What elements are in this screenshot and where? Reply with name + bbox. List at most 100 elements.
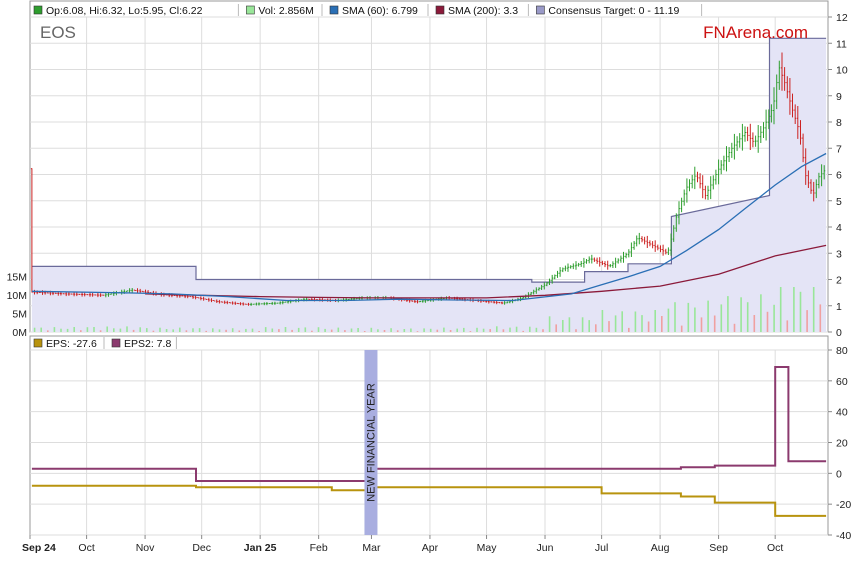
volume-bar — [99, 330, 102, 332]
legend-top-swatch — [329, 5, 339, 15]
volume-bar — [647, 321, 650, 332]
volume-bar — [654, 310, 656, 332]
legend-top-label: Consensus Target: 0 - 11.19 — [548, 5, 679, 17]
volume-bar — [548, 316, 551, 332]
volume-bar — [713, 315, 716, 332]
volume-bar — [212, 328, 214, 332]
volume-bar — [80, 330, 82, 332]
volume-bar — [529, 326, 531, 332]
eps-tick-label: -40 — [836, 530, 851, 542]
volume-bar — [416, 331, 419, 332]
volume-bar — [740, 297, 742, 332]
x-tick-label: Feb — [310, 542, 328, 554]
x-tick-label: Jul — [595, 542, 608, 554]
sma60-line — [31, 152, 827, 302]
volume-tick-label: 10M — [7, 290, 27, 302]
volume-bar — [449, 330, 452, 332]
volume-bar — [443, 327, 445, 332]
volume-bar — [205, 330, 207, 332]
volume-bar — [429, 328, 432, 332]
price-tick-label: 3 — [836, 248, 842, 260]
volume-bar — [581, 317, 584, 332]
volume-bar — [760, 294, 762, 332]
volume-bar — [337, 327, 340, 332]
volume-bar — [522, 330, 524, 332]
volume-bar — [588, 320, 590, 332]
volume-bar — [601, 310, 604, 332]
financial-year-marker — [364, 350, 378, 535]
volume-bar — [608, 321, 610, 332]
volume-bar — [370, 327, 373, 332]
price-tick-label: 9 — [836, 91, 842, 103]
x-tick-label: Jan 25 — [244, 542, 277, 554]
volume-bar — [535, 327, 538, 332]
sma200-line — [145, 244, 827, 299]
volume-bar — [106, 326, 108, 332]
volume-bar — [773, 304, 775, 332]
volume-bar — [179, 327, 181, 332]
volume-bar — [614, 315, 617, 332]
volume-bar — [806, 310, 808, 332]
volume-bar — [621, 311, 623, 332]
volume-bar — [53, 327, 56, 332]
eps-panel-frame — [29, 335, 829, 536]
volume-bar — [357, 328, 359, 332]
volume-bar — [231, 328, 234, 332]
eps-line — [31, 484, 827, 517]
volume-bar — [132, 329, 135, 332]
legend-top-label: Op:6.08, Hi:6.32, Lo:5.95, Cl:6.22 — [46, 5, 203, 17]
legend-bottom-item: EPS2: 7.8 — [111, 337, 177, 350]
volume-bar — [377, 329, 379, 332]
price-tick-label: 4 — [836, 222, 842, 234]
volume-bar — [779, 287, 782, 332]
volume-bar — [727, 296, 729, 332]
volume-bar — [93, 327, 95, 332]
legend-top-item: SMA (200): 3.3 — [435, 4, 529, 17]
legend-bottom-label: EPS: -27.6 — [46, 338, 97, 350]
volume-bar — [291, 329, 293, 332]
x-tick-label: Mar — [362, 542, 381, 554]
x-tick-label: Sep — [709, 542, 728, 554]
volume-tick-label: 15M — [7, 272, 27, 284]
volume-bar — [344, 330, 346, 332]
price-tick-label: 11 — [836, 38, 847, 50]
volume-bar — [264, 327, 267, 332]
legend-top-swatch — [536, 5, 545, 15]
legend-top-label: SMA (60): 6.799 — [342, 5, 418, 17]
legend-top-item: Consensus Target: 0 - 11.19 — [536, 4, 703, 17]
volume-bar — [119, 328, 122, 332]
eps-panel: -40 -20 0 20 40 60 80 NEW FINANCIAL YEAR EPS: -2… — [29, 335, 851, 542]
volume-bar — [113, 328, 115, 332]
volume-bar — [634, 311, 637, 332]
x-tick-label: Sep 24 — [22, 542, 56, 554]
volume-bar — [192, 328, 194, 332]
eps-tick-label: 80 — [836, 345, 848, 357]
legend-top-label: SMA (200): 3.3 — [448, 5, 518, 17]
eps-tick-label: 40 — [836, 407, 848, 419]
volume-bar — [198, 328, 201, 332]
eps-tick-label: 60 — [836, 376, 848, 388]
volume-tick-label: 0M — [12, 327, 27, 339]
price-tick-label: 8 — [836, 117, 842, 129]
volume-bar — [674, 302, 676, 332]
price-tick-label: 5 — [836, 196, 842, 208]
volume-bar — [423, 328, 425, 332]
volume-bar — [502, 329, 505, 332]
volume-bar — [812, 287, 815, 332]
volume-bar — [139, 327, 141, 332]
volume-bar — [126, 326, 128, 332]
volume-bar — [317, 327, 320, 332]
price-tick-label: 6 — [836, 170, 842, 182]
volume-bar — [297, 327, 300, 332]
price-tick-label: 2 — [836, 275, 842, 287]
x-tick-label: May — [477, 542, 498, 554]
volume-bar — [456, 328, 458, 332]
consensus-target-line — [31, 37, 827, 283]
volume-bar — [661, 316, 663, 332]
legend-bottom-swatch — [33, 338, 43, 348]
x-tick-label: Jun — [537, 542, 554, 554]
price-tick-label: 1 — [836, 301, 842, 313]
volume-bar — [245, 328, 247, 332]
